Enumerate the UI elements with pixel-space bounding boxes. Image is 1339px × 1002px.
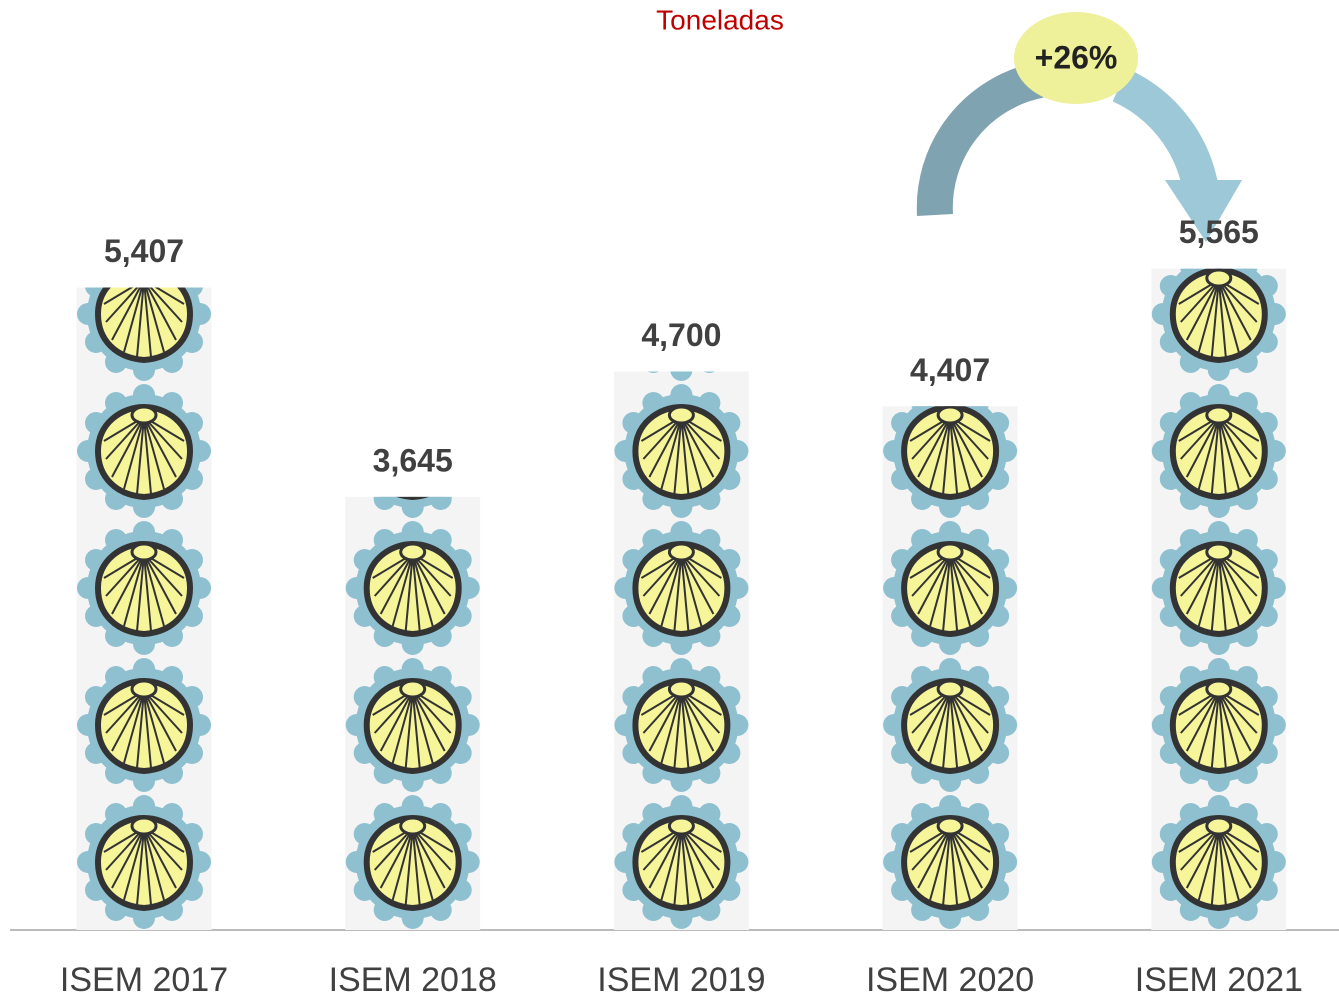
x-tick-label: ISEM 2021 bbox=[1135, 961, 1303, 999]
x-tick-label: ISEM 2020 bbox=[866, 961, 1034, 999]
annotation: +26% bbox=[1035, 39, 1118, 75]
value-label: 5,565 bbox=[1179, 214, 1259, 250]
value-label: 3,645 bbox=[373, 442, 453, 478]
arrow-head bbox=[1165, 180, 1242, 242]
x-tick-label: ISEM 2017 bbox=[60, 961, 228, 999]
value-label: 4,700 bbox=[641, 317, 721, 353]
value-label: 4,407 bbox=[910, 352, 990, 388]
value-label: 5,407 bbox=[104, 233, 184, 269]
bar-icons bbox=[1152, 247, 1286, 929]
arrow-left bbox=[916, 62, 1044, 217]
annotation-bubble bbox=[1014, 12, 1138, 104]
chart-title: Toneladas bbox=[656, 4, 784, 35]
arrow-right bbox=[1112, 68, 1218, 190]
shell-icon bbox=[614, 247, 748, 381]
x-tick-label: ISEM 2019 bbox=[597, 961, 765, 999]
x-tick-label: ISEM 2018 bbox=[329, 961, 497, 999]
bar-icons bbox=[77, 247, 211, 929]
